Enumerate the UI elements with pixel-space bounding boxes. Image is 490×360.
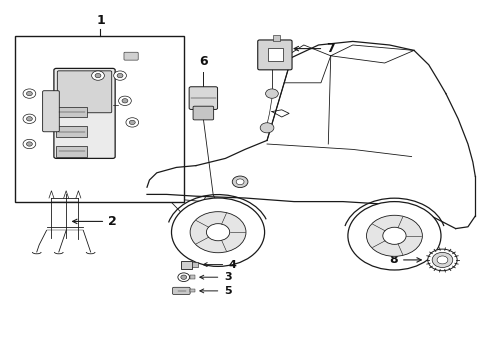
Circle shape (348, 202, 441, 270)
Circle shape (266, 89, 278, 98)
Circle shape (129, 120, 135, 125)
Circle shape (437, 256, 448, 264)
FancyBboxPatch shape (57, 71, 112, 113)
Circle shape (92, 71, 104, 80)
Circle shape (232, 176, 248, 188)
Bar (56, 146, 87, 157)
FancyBboxPatch shape (189, 87, 218, 109)
Bar (190, 289, 195, 292)
Circle shape (23, 89, 36, 98)
Circle shape (181, 275, 187, 279)
Circle shape (428, 249, 457, 271)
Bar (181, 261, 192, 269)
Bar (56, 126, 87, 137)
Text: 5: 5 (224, 286, 232, 296)
Circle shape (367, 215, 422, 256)
Circle shape (23, 139, 36, 149)
Circle shape (122, 99, 128, 103)
Text: 1: 1 (96, 14, 105, 27)
Circle shape (206, 224, 230, 241)
Circle shape (383, 227, 406, 244)
Bar (190, 275, 195, 279)
Circle shape (178, 273, 190, 282)
FancyBboxPatch shape (43, 91, 59, 132)
Bar (268, 48, 283, 61)
Text: 4: 4 (229, 260, 237, 270)
Bar (192, 262, 198, 267)
Circle shape (26, 142, 32, 146)
Bar (15, 36, 184, 202)
Bar (56, 107, 87, 117)
Text: 8: 8 (389, 253, 397, 266)
Circle shape (236, 179, 244, 185)
Circle shape (432, 252, 453, 267)
Text: 6: 6 (199, 55, 208, 68)
Circle shape (126, 118, 139, 127)
FancyBboxPatch shape (172, 287, 190, 294)
Circle shape (26, 117, 32, 121)
Text: 7: 7 (326, 42, 335, 55)
Circle shape (114, 71, 126, 80)
Text: 2: 2 (108, 215, 117, 228)
FancyBboxPatch shape (258, 40, 292, 70)
Circle shape (95, 73, 101, 78)
Circle shape (26, 91, 32, 96)
Circle shape (119, 96, 131, 105)
FancyBboxPatch shape (124, 52, 138, 60)
Circle shape (117, 73, 123, 78)
Bar (273, 35, 280, 41)
Text: 3: 3 (224, 272, 232, 282)
Circle shape (23, 114, 36, 123)
Circle shape (260, 123, 274, 133)
Circle shape (172, 198, 265, 266)
Circle shape (190, 212, 246, 253)
FancyBboxPatch shape (54, 68, 115, 158)
FancyBboxPatch shape (193, 106, 214, 120)
